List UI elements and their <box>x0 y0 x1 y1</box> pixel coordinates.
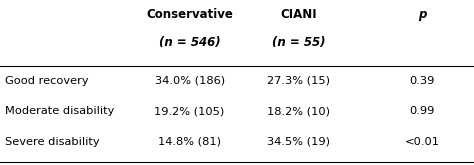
Text: 18.2% (10): 18.2% (10) <box>267 106 330 116</box>
Text: (n = 546): (n = 546) <box>159 36 220 49</box>
Text: 27.3% (15): 27.3% (15) <box>267 76 330 86</box>
Text: p: p <box>418 8 426 21</box>
Text: Severe disability: Severe disability <box>5 137 100 147</box>
Text: 14.8% (81): 14.8% (81) <box>158 137 221 147</box>
Text: 19.2% (105): 19.2% (105) <box>155 106 225 116</box>
Text: <0.01: <0.01 <box>404 137 439 147</box>
Text: Good recovery: Good recovery <box>5 76 88 86</box>
Text: 0.39: 0.39 <box>409 76 435 86</box>
Text: 34.5% (19): 34.5% (19) <box>267 137 330 147</box>
Text: 34.0% (186): 34.0% (186) <box>155 76 225 86</box>
Text: CIANI: CIANI <box>280 8 317 21</box>
Text: 0.99: 0.99 <box>409 106 435 116</box>
Text: Moderate disability: Moderate disability <box>5 106 114 116</box>
Text: Conservative: Conservative <box>146 8 233 21</box>
Text: (n = 55): (n = 55) <box>272 36 325 49</box>
